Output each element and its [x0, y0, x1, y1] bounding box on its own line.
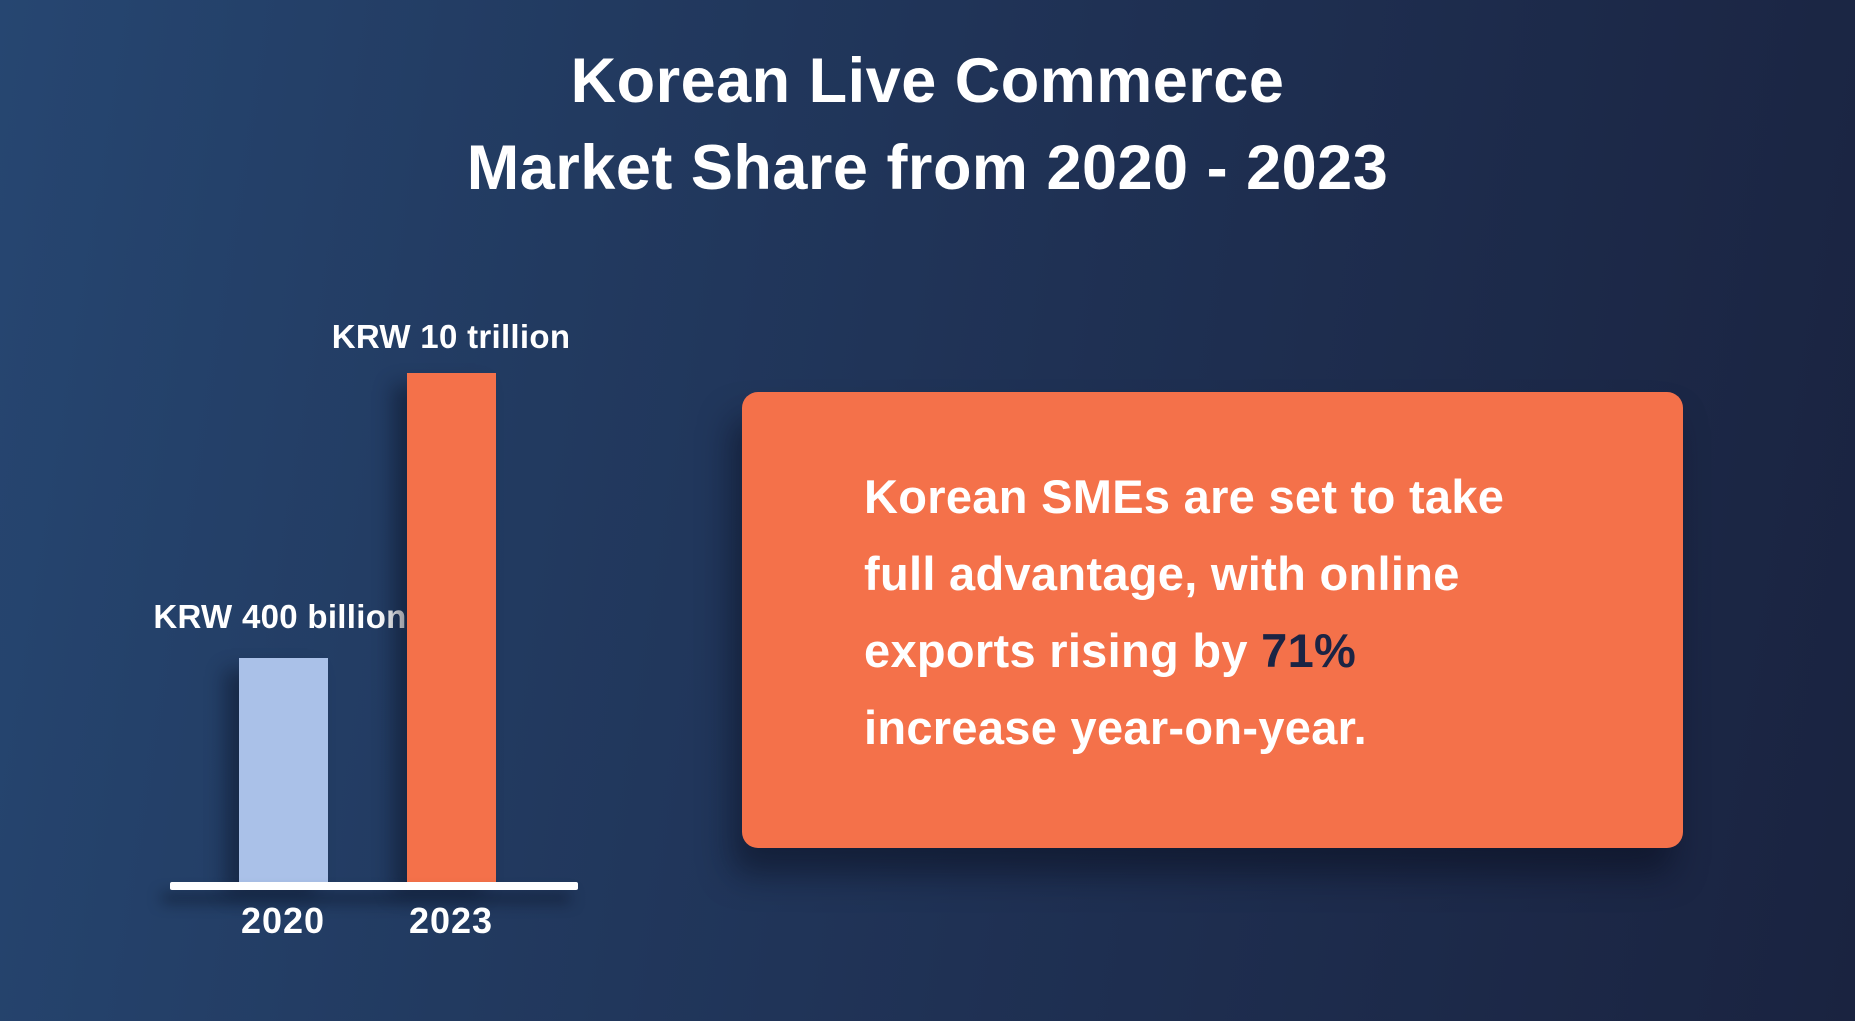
callout-line-2: full advantage, with online — [864, 547, 1460, 600]
bar-2023 — [407, 373, 496, 882]
bar-value-label-2020: KRW 400 billion — [153, 598, 407, 635]
callout-line-3: exports rising by 71% — [864, 612, 1643, 689]
callout-text: Korean SMEs are set to take full advanta… — [864, 458, 1643, 766]
title-line-2: Market Share from 2020 - 2023 — [466, 133, 1389, 203]
highlight-71-percent: 71% — [1261, 624, 1357, 677]
x-tick-2023: 2023 — [408, 900, 494, 941]
bar-2020 — [239, 658, 328, 882]
page-title: Korean Live Commerce Market Share from 2… — [0, 38, 1855, 212]
bar-value-label-2023: KRW 10 trillion — [331, 318, 571, 355]
title-line-1: Korean Live Commerce — [570, 46, 1285, 116]
x-axis-line — [170, 882, 578, 890]
x-tick-2020: 2020 — [240, 900, 326, 941]
callout-line-3-text: exports rising by — [864, 624, 1262, 677]
callout-card: Korean SMEs are set to take full advanta… — [742, 392, 1683, 848]
callout-line-1: Korean SMEs are set to take — [864, 470, 1505, 523]
callout-line-4: increase year-on-year. — [864, 701, 1368, 754]
